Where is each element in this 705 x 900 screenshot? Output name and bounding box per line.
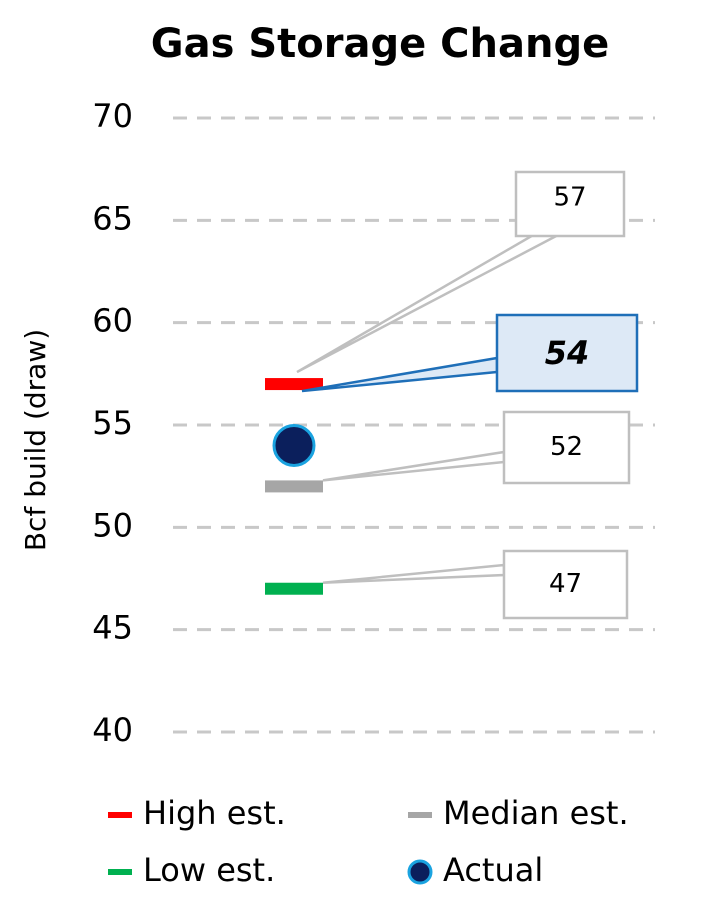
y-tick-label: 45 <box>92 609 133 647</box>
data-label: 54 <box>545 334 590 372</box>
y-tick-label: 50 <box>92 506 133 544</box>
estimate-marker <box>265 582 323 595</box>
callout-box <box>514 170 626 238</box>
legend-swatch <box>407 859 433 885</box>
callout-box <box>495 313 639 393</box>
data-label: 52 <box>550 432 583 462</box>
y-tick-label: 60 <box>92 302 133 340</box>
legend-label: Median est. <box>443 794 629 832</box>
legend-label: Low est. <box>143 851 275 889</box>
estimate-marker <box>265 378 323 391</box>
estimate-marker <box>265 480 323 493</box>
legend-swatch <box>108 869 132 875</box>
chart-title: Gas Storage Change <box>151 21 609 67</box>
legend-swatch <box>408 812 432 818</box>
y-axis-label: Bcf build (draw) <box>19 329 52 551</box>
y-tick-label: 40 <box>92 711 133 749</box>
callout-box <box>502 410 631 485</box>
actual-marker <box>272 423 316 467</box>
y-tick-label: 70 <box>92 97 133 135</box>
callout-pointer <box>301 356 499 393</box>
y-tick-label: 55 <box>92 404 133 442</box>
data-label: 47 <box>549 569 582 599</box>
callout-pointer <box>322 450 506 482</box>
data-label: 57 <box>553 183 586 213</box>
legend-swatch <box>108 812 132 818</box>
legend-label: Actual <box>443 851 543 889</box>
legend-label: High est. <box>143 794 286 832</box>
y-tick-label: 65 <box>92 199 133 237</box>
callout-box <box>502 549 629 620</box>
callout-pointer <box>322 563 506 584</box>
